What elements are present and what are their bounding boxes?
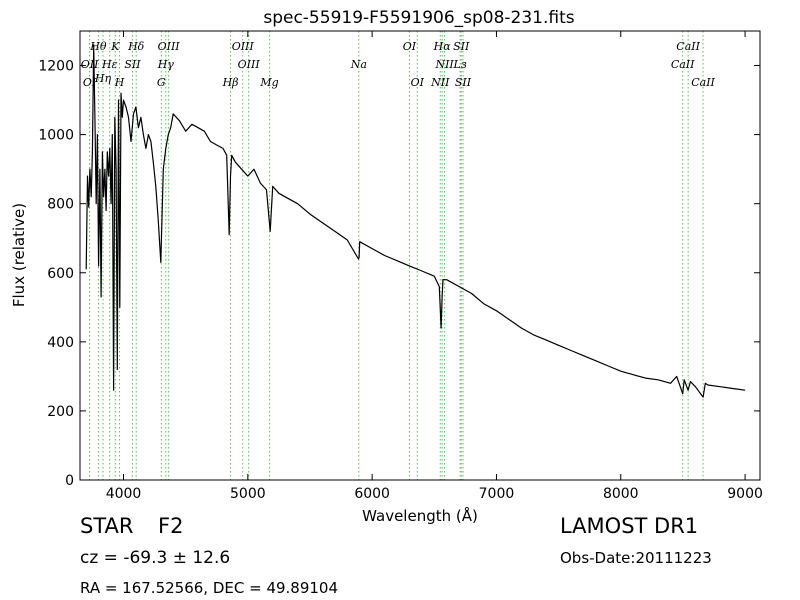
spectral-line-label: OI <box>403 40 417 53</box>
axis-ticks: 4000 5000 6000 7000 8000 9000 0 200 400 600 800 100… <box>38 31 763 502</box>
spectral-line-label: CaII <box>676 40 700 53</box>
spectral-line-markers <box>89 31 704 480</box>
spectral-line-label: CaII <box>671 58 695 71</box>
y-tick-label: 400 <box>47 335 74 351</box>
spectral-line-label: Hη <box>94 72 112 85</box>
spectral-line-label: Hβ <box>222 76 239 89</box>
y-tick-label: 0 <box>65 473 74 489</box>
spectral-line-label: Mg <box>259 76 278 89</box>
x-tick-label: 5000 <box>230 486 266 502</box>
spectral-line-label: NII <box>430 76 450 89</box>
spectral-line-label: Hα <box>433 40 452 53</box>
y-tick-label: 600 <box>47 266 74 282</box>
plot-frame <box>79 30 761 481</box>
x-tick-label: 4000 <box>106 486 142 502</box>
spectral-line-label: Hγ <box>157 58 175 71</box>
spectral-line-label: Hδ <box>127 40 145 53</box>
y-tick-label: 1200 <box>38 59 74 75</box>
spectral-line-label: OIII <box>238 58 261 71</box>
x-axis-label: Wavelength (Å) <box>362 506 478 525</box>
object-class: STAR <box>80 514 134 538</box>
x-tick-label: 7000 <box>479 486 515 502</box>
spectral-line-label: OI <box>411 76 425 89</box>
y-tick-label: 200 <box>47 404 74 420</box>
spectral-line-label: H <box>114 76 125 89</box>
spectral-line-label: SII <box>453 40 470 53</box>
spectral-line-label: Lз <box>452 58 466 71</box>
spectral-line-label: G <box>157 76 166 89</box>
spectral-line-label: Hθ <box>89 40 107 53</box>
x-tick-label: 6000 <box>354 486 390 502</box>
observation-date: Obs-Date:20111223 <box>560 549 712 567</box>
spectral-line-label: OIII <box>232 40 255 53</box>
x-tick-label: 9000 <box>727 486 763 502</box>
object-subclass: F2 <box>158 514 184 538</box>
spectral-line-label: Hε <box>101 58 118 71</box>
spectral-line-label: OI <box>83 76 97 89</box>
spectral-line-label: SII <box>455 76 472 89</box>
chart-title: spec-55919-F5591906_sp08-231.fits <box>263 8 574 28</box>
spectral-line-label: CaII <box>691 76 715 89</box>
spectral-line-label: Na <box>350 58 367 71</box>
x-tick-label: 8000 <box>603 486 639 502</box>
y-tick-label: 1000 <box>38 128 74 144</box>
sky-coordinates: RA = 167.52566, DEC = 49.89104 <box>80 579 339 597</box>
spectral-line-label: OIII <box>158 40 181 53</box>
spectral-line-label: OII <box>81 58 99 71</box>
survey-name: LAMOST DR1 <box>560 514 699 538</box>
spectral-line-label: SII <box>124 58 141 71</box>
spectral-line-label: NII <box>434 58 454 71</box>
y-tick-label: 800 <box>47 197 74 213</box>
spectral-line-label: K <box>110 40 120 53</box>
spectrum-line <box>85 44 746 398</box>
y-axis-label: Flux (relative) <box>10 203 28 307</box>
redshift-cz: cz = -69.3 ± 12.6 <box>80 548 231 568</box>
